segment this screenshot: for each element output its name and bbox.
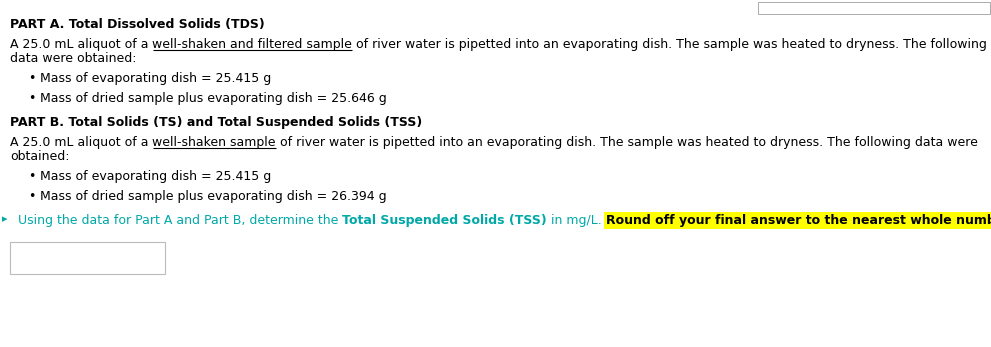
Text: PART A. Total Dissolved Solids (TDS): PART A. Total Dissolved Solids (TDS) <box>10 18 265 31</box>
Text: A 25.0 mL aliquot of a: A 25.0 mL aliquot of a <box>10 38 153 51</box>
Text: •: • <box>28 72 36 85</box>
Text: Using the data for Part A and Part B, determine the: Using the data for Part A and Part B, de… <box>18 214 342 227</box>
Text: A 25.0 mL aliquot of a: A 25.0 mL aliquot of a <box>10 136 153 149</box>
Text: well-shaken sample: well-shaken sample <box>153 136 276 149</box>
Text: •: • <box>28 170 36 183</box>
Text: Mass of dried sample plus evaporating dish = 26.394 g: Mass of dried sample plus evaporating di… <box>40 190 386 203</box>
Text: Round off your final answer to the nearest whole number.: Round off your final answer to the neare… <box>606 214 991 227</box>
Text: •: • <box>28 92 36 105</box>
Text: of river water is pipetted into an evaporating dish. The sample was heated to dr: of river water is pipetted into an evapo… <box>276 136 978 149</box>
Text: of river water is pipetted into an evaporating dish. The sample was heated to dr: of river water is pipetted into an evapo… <box>353 38 987 51</box>
Text: obtained:: obtained: <box>10 150 69 163</box>
Text: ▸: ▸ <box>2 214 8 224</box>
Text: in mg/L.: in mg/L. <box>547 214 606 227</box>
Text: well-shaken and filtered sample: well-shaken and filtered sample <box>153 38 353 51</box>
Text: Mass of evaporating dish = 25.415 g: Mass of evaporating dish = 25.415 g <box>40 72 272 85</box>
Text: •: • <box>28 190 36 203</box>
Text: Mass of dried sample plus evaporating dish = 25.646 g: Mass of dried sample plus evaporating di… <box>40 92 386 105</box>
Text: data were obtained:: data were obtained: <box>10 52 137 65</box>
Text: PART B. Total Solids (TS) and Total Suspended Solids (TSS): PART B. Total Solids (TS) and Total Susp… <box>10 116 422 129</box>
Bar <box>758 2 990 14</box>
Text: Total Suspended Solids (TSS): Total Suspended Solids (TSS) <box>342 214 547 227</box>
Text: Mass of evaporating dish = 25.415 g: Mass of evaporating dish = 25.415 g <box>40 170 272 183</box>
Bar <box>10 242 165 274</box>
